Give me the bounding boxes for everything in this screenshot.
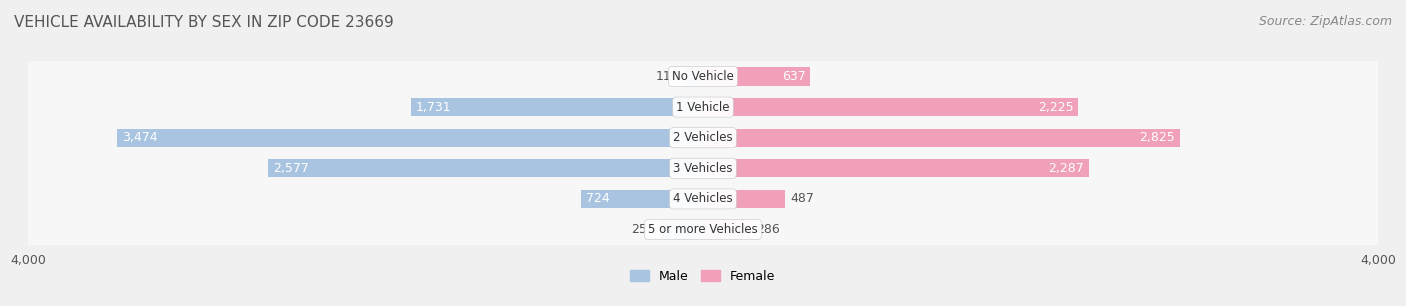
Text: 2,577: 2,577 xyxy=(273,162,309,175)
Text: 2 Vehicles: 2 Vehicles xyxy=(673,131,733,144)
Text: 2,225: 2,225 xyxy=(1038,101,1073,114)
Text: 3,474: 3,474 xyxy=(122,131,157,144)
Text: 2,825: 2,825 xyxy=(1139,131,1174,144)
Text: 254: 254 xyxy=(631,223,655,236)
Bar xyxy=(703,67,810,86)
Text: 110: 110 xyxy=(655,70,679,83)
Bar xyxy=(28,214,1378,245)
Bar xyxy=(703,129,1180,147)
Bar xyxy=(703,220,751,239)
Bar xyxy=(703,190,785,208)
Text: 1 Vehicle: 1 Vehicle xyxy=(676,101,730,114)
Bar xyxy=(28,61,1378,92)
Text: VEHICLE AVAILABILITY BY SEX IN ZIP CODE 23669: VEHICLE AVAILABILITY BY SEX IN ZIP CODE … xyxy=(14,15,394,30)
Bar xyxy=(269,159,703,177)
Bar xyxy=(411,98,703,116)
Bar xyxy=(661,220,703,239)
Text: 487: 487 xyxy=(790,192,814,205)
Text: 724: 724 xyxy=(586,192,610,205)
Bar xyxy=(703,98,1078,116)
Bar xyxy=(581,190,703,208)
Text: 5 or more Vehicles: 5 or more Vehicles xyxy=(648,223,758,236)
Text: 1,731: 1,731 xyxy=(416,101,451,114)
Bar xyxy=(685,67,703,86)
Bar xyxy=(703,159,1088,177)
Text: 3 Vehicles: 3 Vehicles xyxy=(673,162,733,175)
Bar xyxy=(117,129,703,147)
Text: 637: 637 xyxy=(782,70,806,83)
Text: 286: 286 xyxy=(756,223,780,236)
Text: 2,287: 2,287 xyxy=(1047,162,1084,175)
Legend: Male, Female: Male, Female xyxy=(626,265,780,288)
Text: 4 Vehicles: 4 Vehicles xyxy=(673,192,733,205)
Bar xyxy=(28,122,1378,153)
Text: No Vehicle: No Vehicle xyxy=(672,70,734,83)
Bar xyxy=(28,184,1378,214)
Bar xyxy=(28,153,1378,184)
Text: Source: ZipAtlas.com: Source: ZipAtlas.com xyxy=(1258,15,1392,28)
Bar xyxy=(28,92,1378,122)
